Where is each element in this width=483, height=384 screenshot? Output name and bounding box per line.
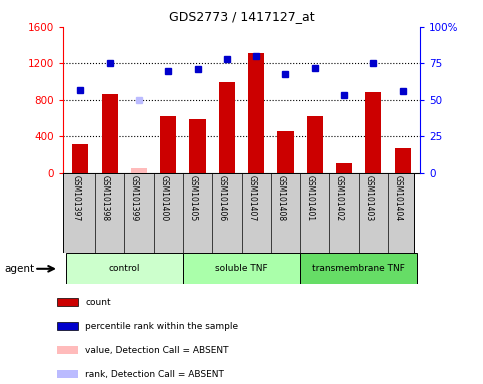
Text: soluble TNF: soluble TNF (215, 264, 268, 273)
Bar (183, 253, 300, 284)
Bar (277, 131, 294, 173)
Text: GSM101400: GSM101400 (159, 175, 168, 222)
Bar (307, 116, 323, 173)
Bar (131, 168, 147, 173)
Text: value, Detection Call = ABSENT: value, Detection Call = ABSENT (85, 346, 229, 354)
Text: rank, Detection Call = ABSENT: rank, Detection Call = ABSENT (85, 369, 224, 379)
Bar (300, 253, 417, 284)
Bar (57, 346, 78, 354)
Bar (66, 253, 183, 284)
Bar (365, 92, 382, 173)
Bar (101, 94, 118, 173)
Text: agent: agent (5, 264, 35, 274)
Bar (189, 119, 206, 173)
Bar (57, 370, 78, 378)
Text: GSM101403: GSM101403 (364, 175, 373, 222)
Text: GSM101406: GSM101406 (218, 175, 227, 222)
Text: count: count (85, 298, 111, 307)
Text: control: control (109, 264, 140, 273)
Text: GSM101407: GSM101407 (247, 175, 256, 222)
Bar (160, 116, 176, 173)
Text: GSM101401: GSM101401 (306, 175, 315, 221)
Text: GSM101397: GSM101397 (71, 175, 80, 222)
Text: GSM101402: GSM101402 (335, 175, 344, 221)
Text: GDS2773 / 1417127_at: GDS2773 / 1417127_at (169, 10, 314, 23)
Bar (336, 163, 352, 173)
Text: GSM101404: GSM101404 (394, 175, 403, 222)
Bar (248, 53, 264, 173)
Text: GSM101399: GSM101399 (130, 175, 139, 222)
Bar (219, 82, 235, 173)
Text: GSM101405: GSM101405 (188, 175, 198, 222)
Text: percentile rank within the sample: percentile rank within the sample (85, 321, 239, 331)
Bar (395, 148, 411, 173)
Text: GSM101398: GSM101398 (100, 175, 110, 221)
Text: GSM101408: GSM101408 (276, 175, 285, 221)
Bar (57, 298, 78, 306)
Bar (57, 322, 78, 330)
Text: transmembrane TNF: transmembrane TNF (312, 264, 405, 273)
Bar (72, 144, 88, 173)
